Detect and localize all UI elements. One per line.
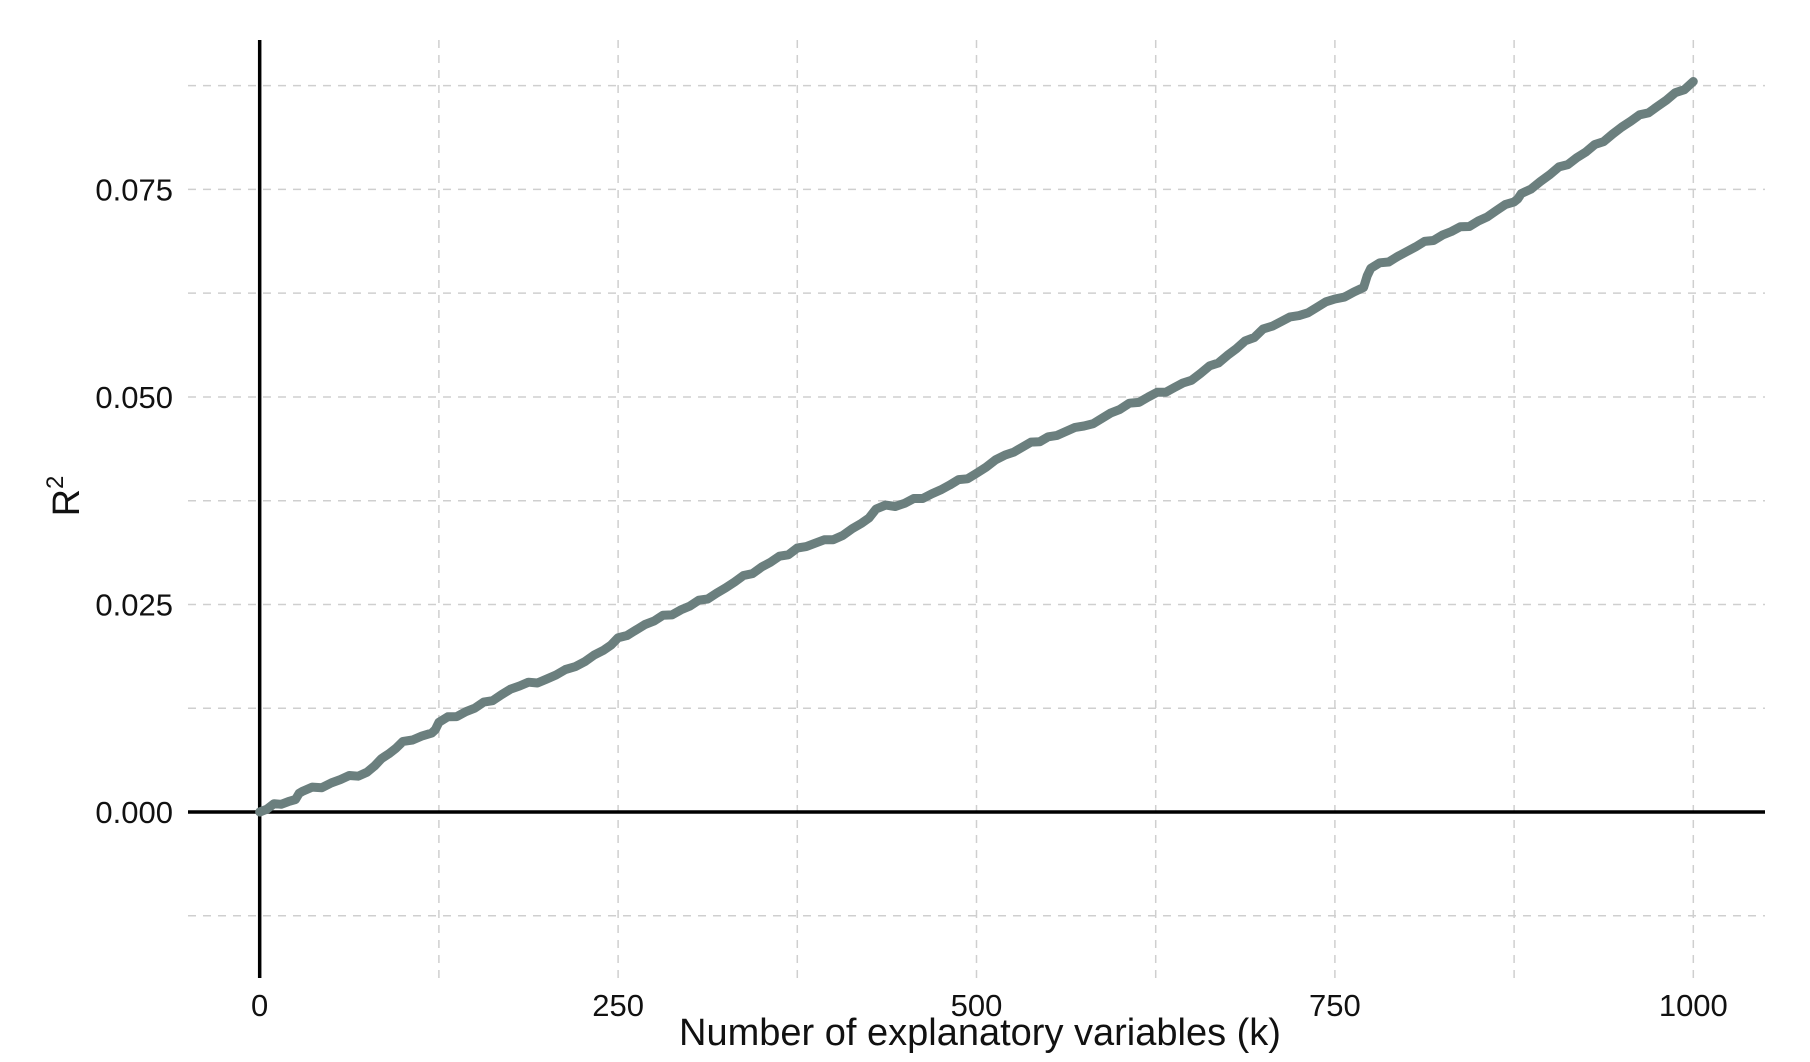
tick-labels: 0 250 500 750 1000 0.000 0.025 0.050 0.075	[95, 172, 1727, 1023]
x-tick-label: 750	[1309, 988, 1361, 1023]
y-axis-title: R2	[42, 476, 88, 517]
y-axis-title-superscript: 2	[42, 476, 69, 489]
y-tick-label: 0.050	[95, 380, 173, 415]
y-tick-label: 0.075	[95, 172, 173, 207]
grid	[188, 40, 1765, 978]
y-tick-label: 0.000	[95, 795, 173, 830]
y-axis-title-base: R	[46, 489, 88, 516]
axes	[188, 40, 1765, 978]
y-tick-label: 0.025	[95, 587, 173, 622]
x-tick-label: 500	[951, 988, 1003, 1023]
x-tick-label: 1000	[1659, 988, 1728, 1023]
x-axis-title: Number of explanatory variables (k)	[679, 1012, 1281, 1054]
x-tick-label: 0	[251, 988, 268, 1023]
x-tick-label: 250	[592, 988, 644, 1023]
series-line	[255, 77, 1698, 817]
series	[255, 77, 1698, 817]
